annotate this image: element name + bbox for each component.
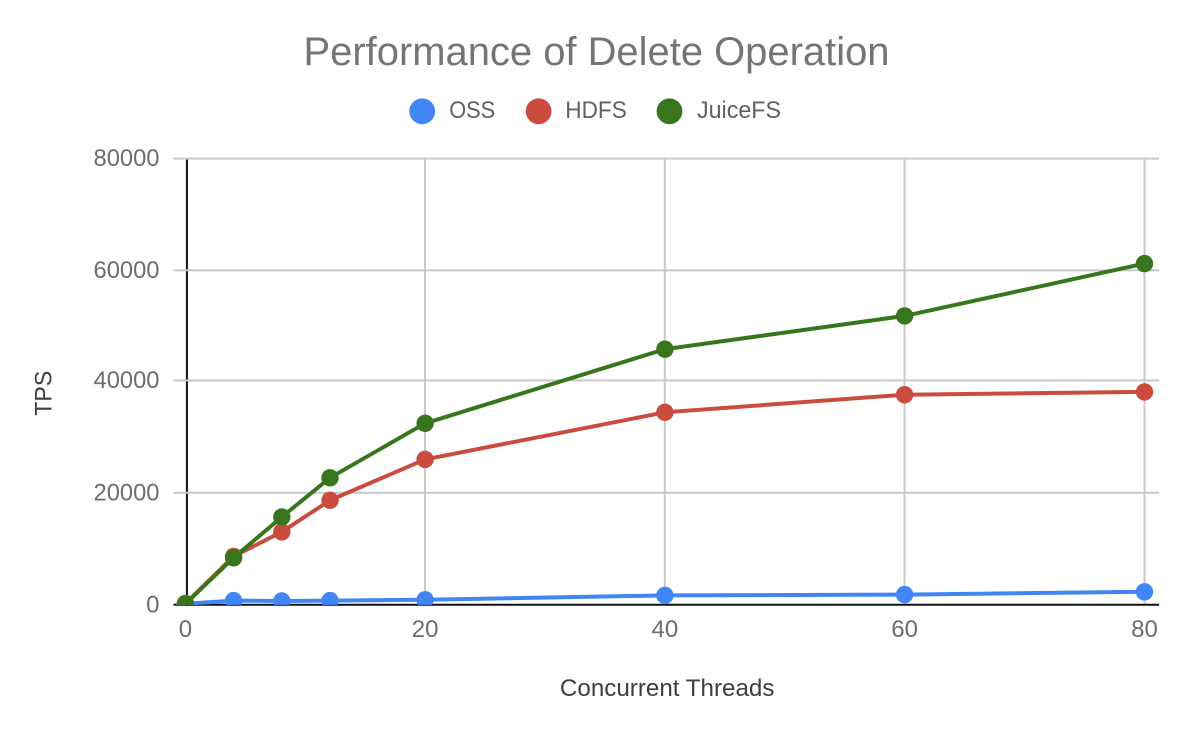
svg-text:20000: 20000 [94,479,160,506]
svg-text:Concurrent Threads: Concurrent Threads [560,675,775,702]
svg-text:0: 0 [146,591,159,618]
svg-text:80000: 80000 [94,145,160,172]
svg-text:HDFS: HDFS [565,97,627,124]
svg-text:60000: 60000 [94,257,160,284]
svg-text:OSS: OSS [449,97,495,124]
svg-text:0: 0 [179,616,192,643]
svg-text:20: 20 [412,616,439,643]
svg-text:Performance of Delete Operatio: Performance of Delete Operation [304,30,890,74]
svg-text:80: 80 [1131,616,1158,643]
svg-text:60: 60 [891,616,918,643]
svg-text:JuiceFS: JuiceFS [697,97,781,124]
svg-text:40: 40 [652,616,679,643]
svg-text:40000: 40000 [94,367,160,394]
svg-text:TPS: TPS [31,371,58,416]
